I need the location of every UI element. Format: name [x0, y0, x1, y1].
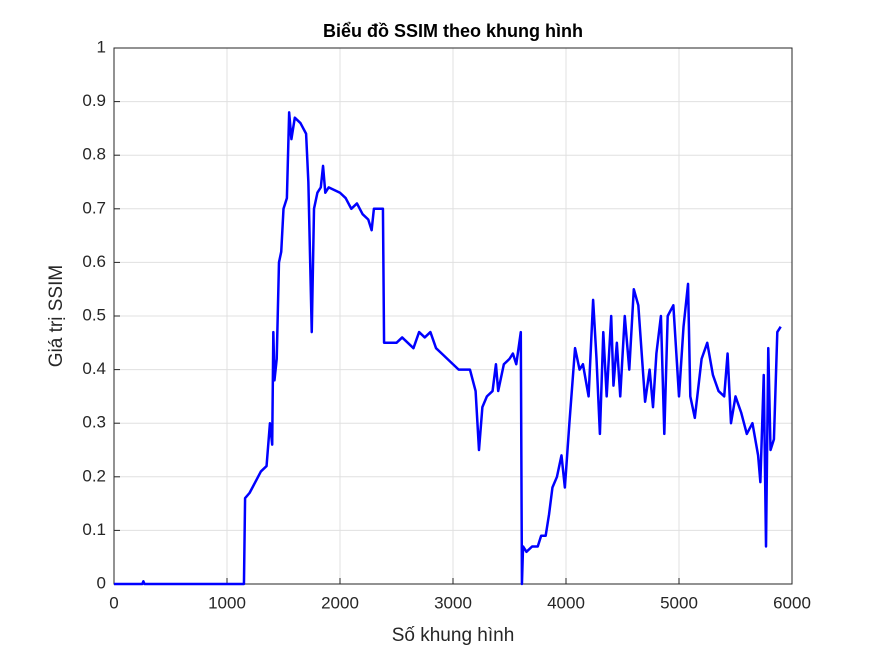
axes-box	[113, 47, 793, 585]
x-tick-label: 4000	[547, 593, 585, 612]
y-tick-label: 0.8	[82, 145, 106, 164]
y-tick-label: 0.9	[82, 91, 106, 110]
y-tick-label: 0.5	[82, 305, 106, 324]
y-tick-label: 0.7	[82, 198, 106, 217]
x-tick-label: 6000	[773, 593, 811, 612]
y-axis-label: Giá trị SSIM	[46, 265, 67, 367]
x-tick-label: 3000	[434, 593, 472, 612]
y-tick-label: 0.3	[82, 413, 106, 432]
y-tick-label: 0.2	[82, 466, 106, 485]
y-tick-label: 0.6	[82, 252, 106, 271]
x-axis-label: Số khung hình	[392, 625, 515, 646]
x-tick-label: 1000	[208, 593, 246, 612]
x-tick-label: 5000	[660, 593, 698, 612]
y-tick-label: 1	[97, 37, 106, 56]
x-tick-label: 0	[109, 593, 118, 612]
x-tick-label: 2000	[321, 593, 359, 612]
chart-title: Biểu đồ SSIM theo khung hình	[323, 21, 583, 41]
y-tick-label: 0.1	[82, 520, 106, 539]
y-tick-label: 0.4	[82, 359, 106, 378]
y-tick-label: 0	[97, 573, 106, 592]
data-line	[114, 111, 782, 586]
